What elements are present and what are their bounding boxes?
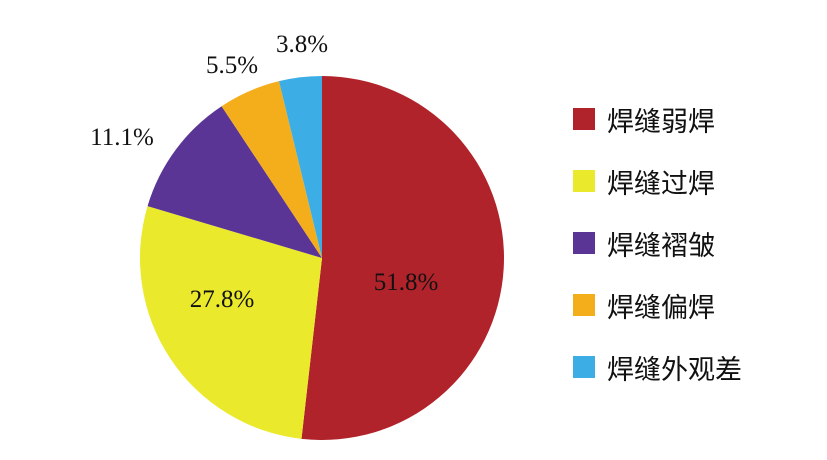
- legend-swatch: [573, 108, 595, 130]
- legend-item: 焊缝外观差: [573, 336, 742, 398]
- legend-swatch: [573, 356, 595, 378]
- legend-swatch: [573, 170, 595, 192]
- legend-item: 焊缝过焊: [573, 150, 742, 212]
- data-label: 51.8%: [374, 269, 439, 296]
- data-label: 27.8%: [190, 286, 255, 313]
- pie-slice: [221, 81, 322, 258]
- legend-label: 焊缝褶皱: [607, 230, 715, 262]
- legend-item: 焊缝褶皱: [573, 212, 742, 274]
- legend-swatch: [573, 232, 595, 254]
- legend: 焊缝弱焊 焊缝过焊 焊缝褶皱 焊缝偏焊 焊缝外观差: [573, 88, 742, 398]
- legend-swatch: [573, 294, 595, 316]
- legend-item: 焊缝弱焊: [573, 88, 742, 150]
- data-label: 5.5%: [206, 52, 258, 79]
- pie-slice: [301, 76, 504, 440]
- legend-item: 焊缝偏焊: [573, 274, 742, 336]
- data-label: 11.1%: [90, 124, 154, 151]
- pie-slice: [278, 76, 322, 258]
- legend-label: 焊缝偏焊: [607, 292, 715, 324]
- data-label: 3.8%: [276, 31, 328, 58]
- legend-label: 焊缝外观差: [607, 354, 742, 386]
- legend-label: 焊缝弱焊: [607, 106, 715, 138]
- legend-label: 焊缝过焊: [607, 168, 715, 200]
- pie-slice: [140, 206, 322, 439]
- pie-slice: [147, 106, 322, 258]
